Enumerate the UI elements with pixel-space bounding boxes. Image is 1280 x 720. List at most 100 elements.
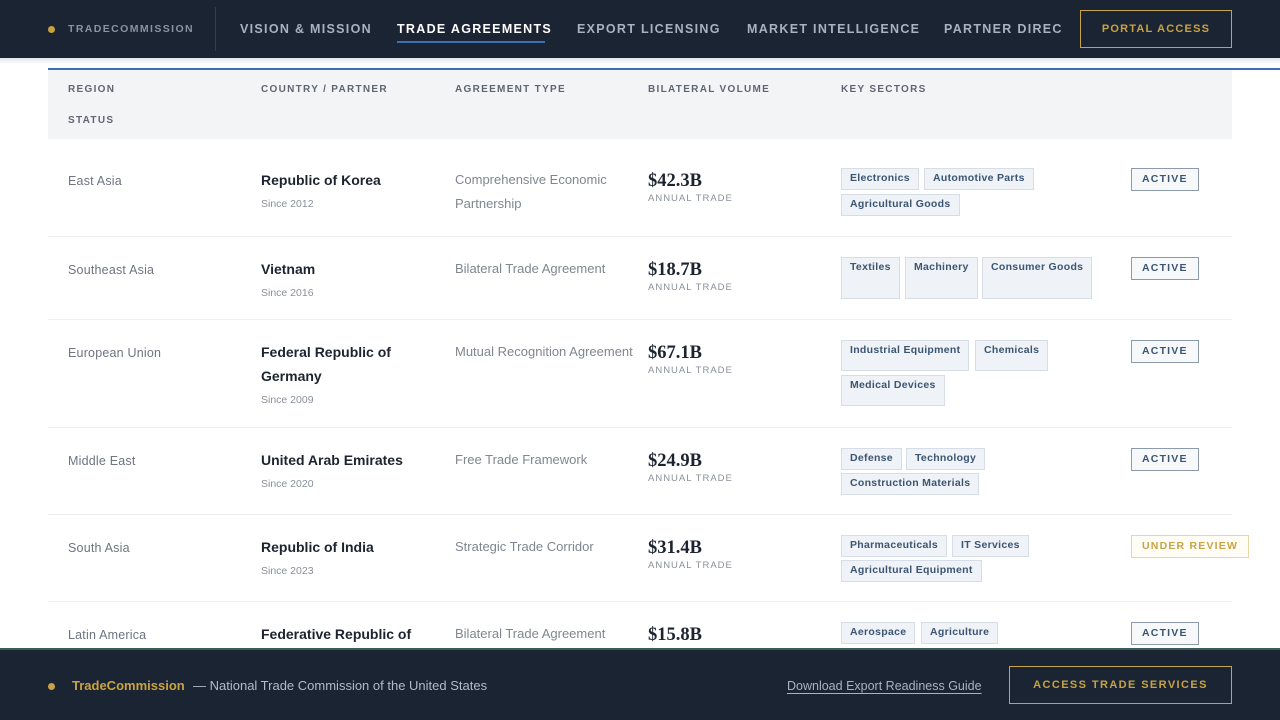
agreement-type-cell: Strategic Trade Corridor xyxy=(455,539,594,554)
sector-tag[interactable]: Medical Devices xyxy=(841,375,945,406)
region-cell: Latin America xyxy=(68,628,147,642)
access-trade-services-button[interactable]: ACCESS TRADE SERVICES xyxy=(1009,666,1232,704)
agreement-type-cell: Comprehensive Economic Partnership xyxy=(455,172,607,211)
table-row[interactable]: Southeast Asia Vietnam Since 2016 Bilate… xyxy=(48,237,1232,320)
sector-tag[interactable]: Construction Materials xyxy=(841,473,980,495)
sectors-cell: Pharmaceuticals IT Services Agricultural… xyxy=(841,515,1111,602)
volume-amount: $31.4B xyxy=(648,538,702,558)
sectors-cell: Electronics Automotive Parts Agricultura… xyxy=(841,139,1111,237)
country-cell: Republic of India Since 2023 xyxy=(261,535,441,578)
header-shadow xyxy=(0,58,1280,64)
sector-tag[interactable]: Defense xyxy=(841,448,902,470)
sector-tag[interactable]: Technology xyxy=(906,448,986,470)
download-guide-link[interactable]: Download Export Readiness Guide xyxy=(787,679,982,693)
agreement-type-cell: Bilateral Trade Agreement xyxy=(455,626,606,641)
table-row[interactable]: East Asia Republic of Korea Since 2012 C… xyxy=(48,139,1232,237)
table-row[interactable]: Middle East United Arab Emirates Since 2… xyxy=(48,428,1232,515)
sector-tag[interactable]: Electronics xyxy=(841,168,919,190)
region-cell: East Asia xyxy=(68,174,122,188)
country-cell: Republic of Korea Since 2012 xyxy=(261,168,441,211)
volume-label: ANNUAL TRADE xyxy=(648,560,733,571)
sector-tag[interactable]: Agriculture xyxy=(921,622,999,644)
volume-label: ANNUAL TRADE xyxy=(648,193,733,204)
sector-tag[interactable]: Automotive Parts xyxy=(924,168,1034,190)
column-header-region[interactable]: REGION xyxy=(68,84,116,95)
volume-cell: $42.3B ANNUAL TRADE xyxy=(648,170,733,204)
brand-name: TRADECOMMISSION xyxy=(68,23,194,35)
agreement-type-cell: Mutual Recognition Agreement xyxy=(455,344,633,359)
volume-cell: $18.7B ANNUAL TRADE xyxy=(648,259,733,293)
country-cell: Federative Republic of xyxy=(261,622,441,646)
status-badge: UNDER REVIEW xyxy=(1131,535,1250,558)
active-nav-indicator xyxy=(397,41,545,43)
sector-tag[interactable]: Aerospace xyxy=(841,622,916,644)
sector-tag[interactable]: Agricultural Goods xyxy=(841,194,960,216)
region-cell: European Union xyxy=(68,346,162,360)
status-badge: ACTIVE xyxy=(1131,168,1199,191)
sector-tag[interactable]: Agricultural Equipment xyxy=(841,560,982,582)
agreement-type-cell: Bilateral Trade Agreement xyxy=(455,261,606,276)
nav-item-export-licensing[interactable]: EXPORT LICENSING xyxy=(577,22,721,36)
country-name[interactable]: Republic of India xyxy=(261,539,374,555)
volume-cell: $24.9B ANNUAL TRADE xyxy=(648,450,733,484)
sector-tag[interactable]: Textiles xyxy=(841,257,900,299)
sector-tag[interactable]: Industrial Equipment xyxy=(841,340,970,371)
since-year: Since 2012 xyxy=(261,198,314,210)
brand-dot-icon xyxy=(48,25,55,33)
footer-bar: TradeCommission — National Trade Commiss… xyxy=(0,648,1280,720)
sector-tag[interactable]: Machinery xyxy=(905,257,978,299)
column-header-status[interactable]: STATUS xyxy=(68,115,115,126)
table-header: REGION COUNTRY / PARTNER AGREEMENT TYPE … xyxy=(48,70,1232,139)
country-name[interactable]: Vietnam xyxy=(261,261,316,277)
top-navigation-bar: TRADECOMMISSION VISION & MISSION TRADE A… xyxy=(0,0,1280,58)
since-year: Since 2023 xyxy=(261,565,314,577)
sector-tag[interactable]: Consumer Goods xyxy=(982,257,1093,299)
country-name[interactable]: Federal Republic of Germany xyxy=(261,344,391,384)
column-header-bilateral-volume[interactable]: BILATERAL VOLUME xyxy=(648,84,771,95)
volume-label: ANNUAL TRADE xyxy=(648,473,733,484)
country-cell: Vietnam Since 2016 xyxy=(261,257,441,300)
column-header-agreement-type[interactable]: AGREEMENT TYPE xyxy=(455,84,566,95)
footer-brand: TradeCommission xyxy=(72,678,185,693)
table-row[interactable]: South Asia Republic of India Since 2023 … xyxy=(48,515,1250,602)
table-row[interactable]: Latin America Federative Republic of Bil… xyxy=(48,602,1232,662)
nav-item-trade-agreements[interactable]: TRADE AGREEMENTS xyxy=(397,22,553,36)
sectors-cell: Defense Technology Construction Material… xyxy=(841,428,1111,515)
volume-amount: $42.3B xyxy=(648,171,702,191)
volume-cell: $15.8B xyxy=(648,624,702,646)
sector-tag[interactable]: Chemicals xyxy=(975,340,1049,371)
country-cell: Federal Republic of Germany Since 2009 xyxy=(261,340,441,407)
column-header-key-sectors[interactable]: KEY SECTORS xyxy=(841,84,927,95)
nav-item-partner-directory[interactable]: PARTNER DIREC xyxy=(944,22,1063,36)
country-name[interactable]: Republic of Korea xyxy=(261,172,381,188)
status-badge: ACTIVE xyxy=(1131,622,1199,645)
status-badge: ACTIVE xyxy=(1131,257,1199,280)
nav-item-vision-mission[interactable]: VISION & MISSION xyxy=(240,22,372,36)
region-cell: South Asia xyxy=(68,541,130,555)
volume-cell: $67.1B ANNUAL TRADE xyxy=(648,342,733,376)
sectors-cell: Aerospace Agriculture xyxy=(841,602,1111,662)
country-name[interactable]: Federative Republic of xyxy=(261,626,412,642)
status-badge: ACTIVE xyxy=(1131,448,1199,471)
since-year: Since 2016 xyxy=(261,287,314,299)
sector-tag[interactable]: IT Services xyxy=(952,535,1029,557)
nav-item-market-intelligence[interactable]: MARKET INTELLIGENCE xyxy=(747,22,921,36)
sectors-cell: Industrial Equipment Chemicals Medical D… xyxy=(841,320,1111,428)
portal-access-button[interactable]: PORTAL ACCESS xyxy=(1080,10,1232,48)
brand[interactable]: TRADECOMMISSION xyxy=(48,0,194,58)
agreement-type-cell: Free Trade Framework xyxy=(455,452,588,467)
region-cell: Southeast Asia xyxy=(68,263,155,277)
region-cell: Middle East xyxy=(68,454,136,468)
status-badge: ACTIVE xyxy=(1131,340,1199,363)
country-name[interactable]: United Arab Emirates xyxy=(261,452,403,468)
volume-amount: $24.9B xyxy=(648,451,702,471)
volume-amount: $15.8B xyxy=(648,625,702,645)
table-top-border xyxy=(48,68,1280,70)
table-row[interactable]: European Union Federal Republic of Germa… xyxy=(48,320,1232,428)
volume-label: ANNUAL TRADE xyxy=(648,365,733,376)
volume-cell: $31.4B ANNUAL TRADE xyxy=(648,537,733,571)
sector-tag[interactable]: Pharmaceuticals xyxy=(841,535,947,557)
column-header-country[interactable]: COUNTRY / PARTNER xyxy=(261,84,388,95)
footer-dot-icon xyxy=(48,683,55,690)
